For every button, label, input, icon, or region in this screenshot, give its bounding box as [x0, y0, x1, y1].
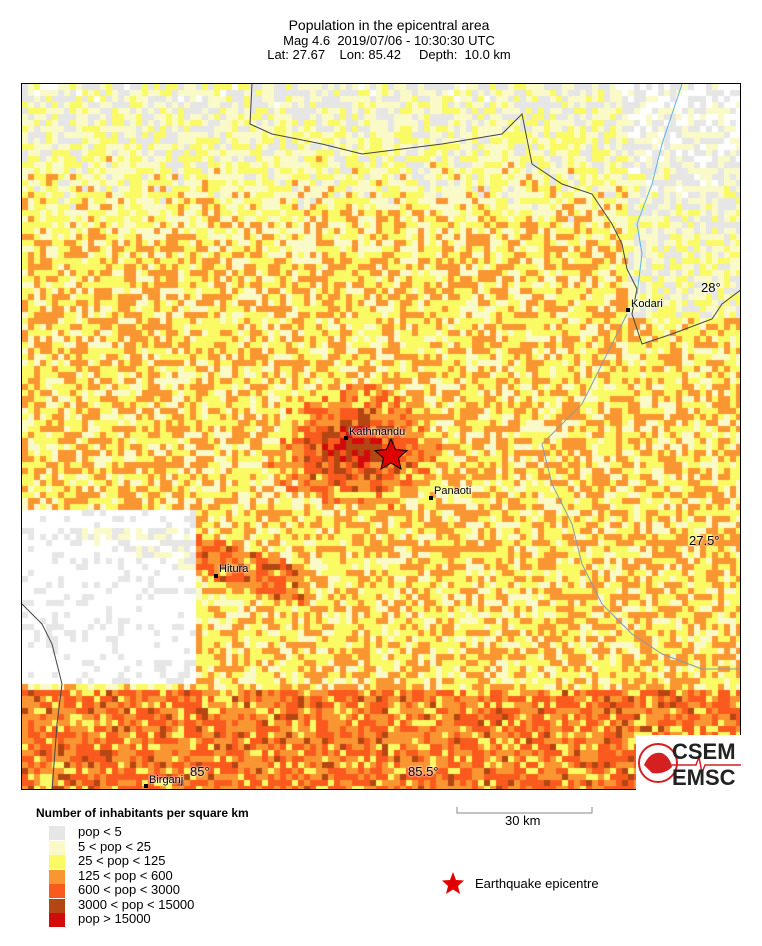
legend-label: 600 < pop < 3000 [78, 882, 180, 897]
legend-swatch [49, 884, 65, 898]
legend-swatch [49, 898, 65, 913]
legend-title: Number of inhabitants per square km [36, 806, 249, 820]
legend-swatch [49, 869, 65, 884]
svg-text:CSEM: CSEM [672, 739, 736, 764]
legend-label: pop > 15000 [78, 911, 151, 926]
legend-swatch [49, 855, 65, 869]
city-label-panaoti: Panaoti [434, 485, 472, 497]
city-label-kathmandu: Kathmandu [349, 426, 406, 438]
city-marker [144, 784, 148, 788]
svg-text:EMSC: EMSC [672, 765, 736, 790]
population-density-raster [22, 84, 740, 789]
city-label-kodari: Kodari [631, 298, 663, 310]
lat-label-27-5: 27.5° [689, 533, 720, 548]
epicentre-legend-star-icon [442, 872, 464, 894]
country-border [249, 84, 740, 345]
legend-swatch [49, 840, 65, 855]
lon-label-85: 85° [190, 764, 210, 779]
scale-bar [456, 807, 593, 814]
highway [541, 313, 740, 670]
city-label-hitura: Hitura [219, 563, 249, 575]
epicentre-legend-label: Earthquake epicentre [475, 876, 599, 891]
epicentre-star [373, 437, 409, 471]
lon-label-85-5: 85.5° [408, 764, 439, 779]
legend-label: 125 < pop < 600 [78, 867, 173, 883]
legend-swatch [49, 913, 65, 927]
scale-label: 30 km [505, 813, 541, 828]
city-marker [214, 574, 218, 578]
city-marker [429, 496, 433, 500]
population-map[interactable]: Kodari Kathmandu Panaoti Hitura Birganj … [21, 83, 741, 790]
event-info: Mag 4.6 2019/07/06 - 10:30:30 UTC [283, 33, 495, 48]
city-label-birganj: Birganj [149, 774, 184, 786]
legend-label: 5 < pop < 25 [78, 838, 152, 854]
emsc-logo: CSEM EMSC [636, 735, 741, 790]
district-border [22, 603, 63, 789]
borders-overlay [22, 84, 740, 789]
legend-label: 3000 < pop < 15000 [78, 896, 195, 912]
legend-label: 25 < pop < 125 [78, 853, 166, 868]
city-marker [626, 308, 630, 312]
location-info: Lat: 27.67 Lon: 85.42 Depth: 10.0 km [267, 47, 511, 62]
legend-label: pop < 5 [78, 824, 122, 839]
legend-swatch [49, 826, 65, 840]
city-marker [344, 436, 348, 440]
river [636, 84, 683, 295]
title: Population in the epicentral area [288, 17, 490, 33]
lat-label-28: 28° [701, 280, 721, 295]
